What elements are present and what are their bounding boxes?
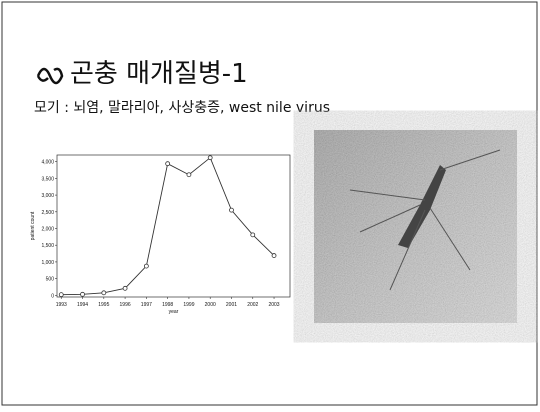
slide-title: 곤충 매개질병-1 <box>70 59 248 89</box>
data-line <box>61 158 274 295</box>
y-tick-label: 3,000 <box>41 193 54 199</box>
x-tick-label: 1994 <box>77 302 88 308</box>
y-tick-label: 1,000 <box>41 260 54 266</box>
data-point <box>272 254 276 258</box>
slide: 곤충 매개질병-1 모기 : 뇌염, 말라리아, 사상충증, west nile… <box>0 0 540 408</box>
x-tick-label: 2001 <box>226 302 237 308</box>
title-bullet <box>38 69 62 83</box>
y-tick-label: 2,000 <box>41 227 54 233</box>
data-point <box>81 292 85 296</box>
y-tick-label: 4,000 <box>41 160 54 166</box>
x-tick-label: 2002 <box>247 302 258 308</box>
x-tick-label: 1995 <box>98 302 109 308</box>
x-axis-label: year <box>169 309 179 315</box>
x-tick-label: 1997 <box>141 302 152 308</box>
data-point <box>229 208 233 212</box>
y-tick-label: 3,500 <box>41 176 54 182</box>
data-point <box>123 286 127 290</box>
data-point <box>102 291 106 295</box>
data-point <box>187 173 191 177</box>
data-point <box>59 293 63 297</box>
y-axis-label: patient count <box>30 211 36 240</box>
y-tick-label: 500 <box>46 277 55 283</box>
x-tick-label: 1993 <box>56 302 67 308</box>
x-tick-label: 2003 <box>268 302 279 308</box>
x-tick-label: 1996 <box>120 302 131 308</box>
x-tick-label: 1998 <box>162 302 173 308</box>
plot-frame <box>57 155 290 297</box>
mosquito-photo <box>314 130 517 323</box>
data-point <box>144 264 148 268</box>
y-tick-label: 1,500 <box>41 243 54 249</box>
data-point <box>251 233 255 237</box>
y-tick-label: 0 <box>51 293 54 299</box>
data-point <box>166 162 170 166</box>
data-point <box>208 156 212 160</box>
slide-subtitle: 모기 : 뇌염, 말라리아, 사상충증, west nile virus <box>34 100 330 116</box>
page: 곤충 매개질병-1 모기 : 뇌염, 말라리아, 사상충증, west nile… <box>0 0 540 408</box>
y-tick-label: 2,500 <box>41 210 54 216</box>
x-tick-label: 1999 <box>183 302 194 308</box>
x-tick-label: 2000 <box>205 302 216 308</box>
